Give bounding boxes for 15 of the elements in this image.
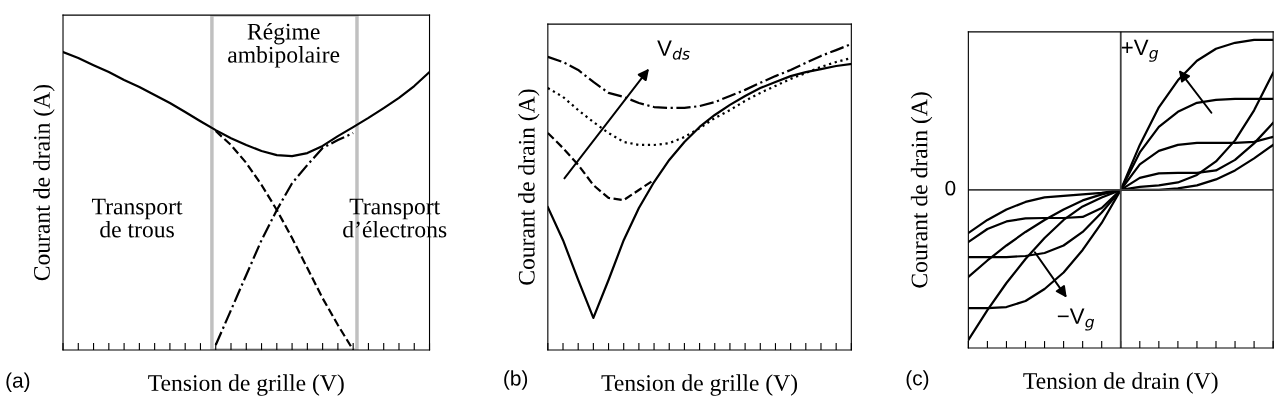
x-axis-title: Tension de grille (V) bbox=[148, 374, 344, 396]
text: 0 bbox=[945, 180, 956, 196]
text: (c) bbox=[906, 370, 929, 390]
x-axis-title: Tension de drain (V) bbox=[1023, 372, 1218, 394]
text: (a) bbox=[6, 372, 30, 392]
annotation: −V$_{g}$ bbox=[1057, 308, 1095, 331]
annotation: V$_{ds}$ bbox=[657, 40, 690, 60]
annotation: Transport de trous bbox=[91, 198, 183, 238]
annotation: +V$_{g}$ bbox=[1121, 39, 1159, 62]
annotation: Régime ambipolaire bbox=[228, 22, 340, 68]
y-axis-title: Courant de drain (A) bbox=[910, 92, 933, 288]
x-axis-title: Tension de grille (V) bbox=[601, 374, 798, 396]
y-axis-title: Courant de drain (A) bbox=[33, 84, 55, 281]
text: (b) bbox=[504, 370, 528, 390]
y-axis-title: Courant de drain (A) bbox=[518, 89, 540, 285]
